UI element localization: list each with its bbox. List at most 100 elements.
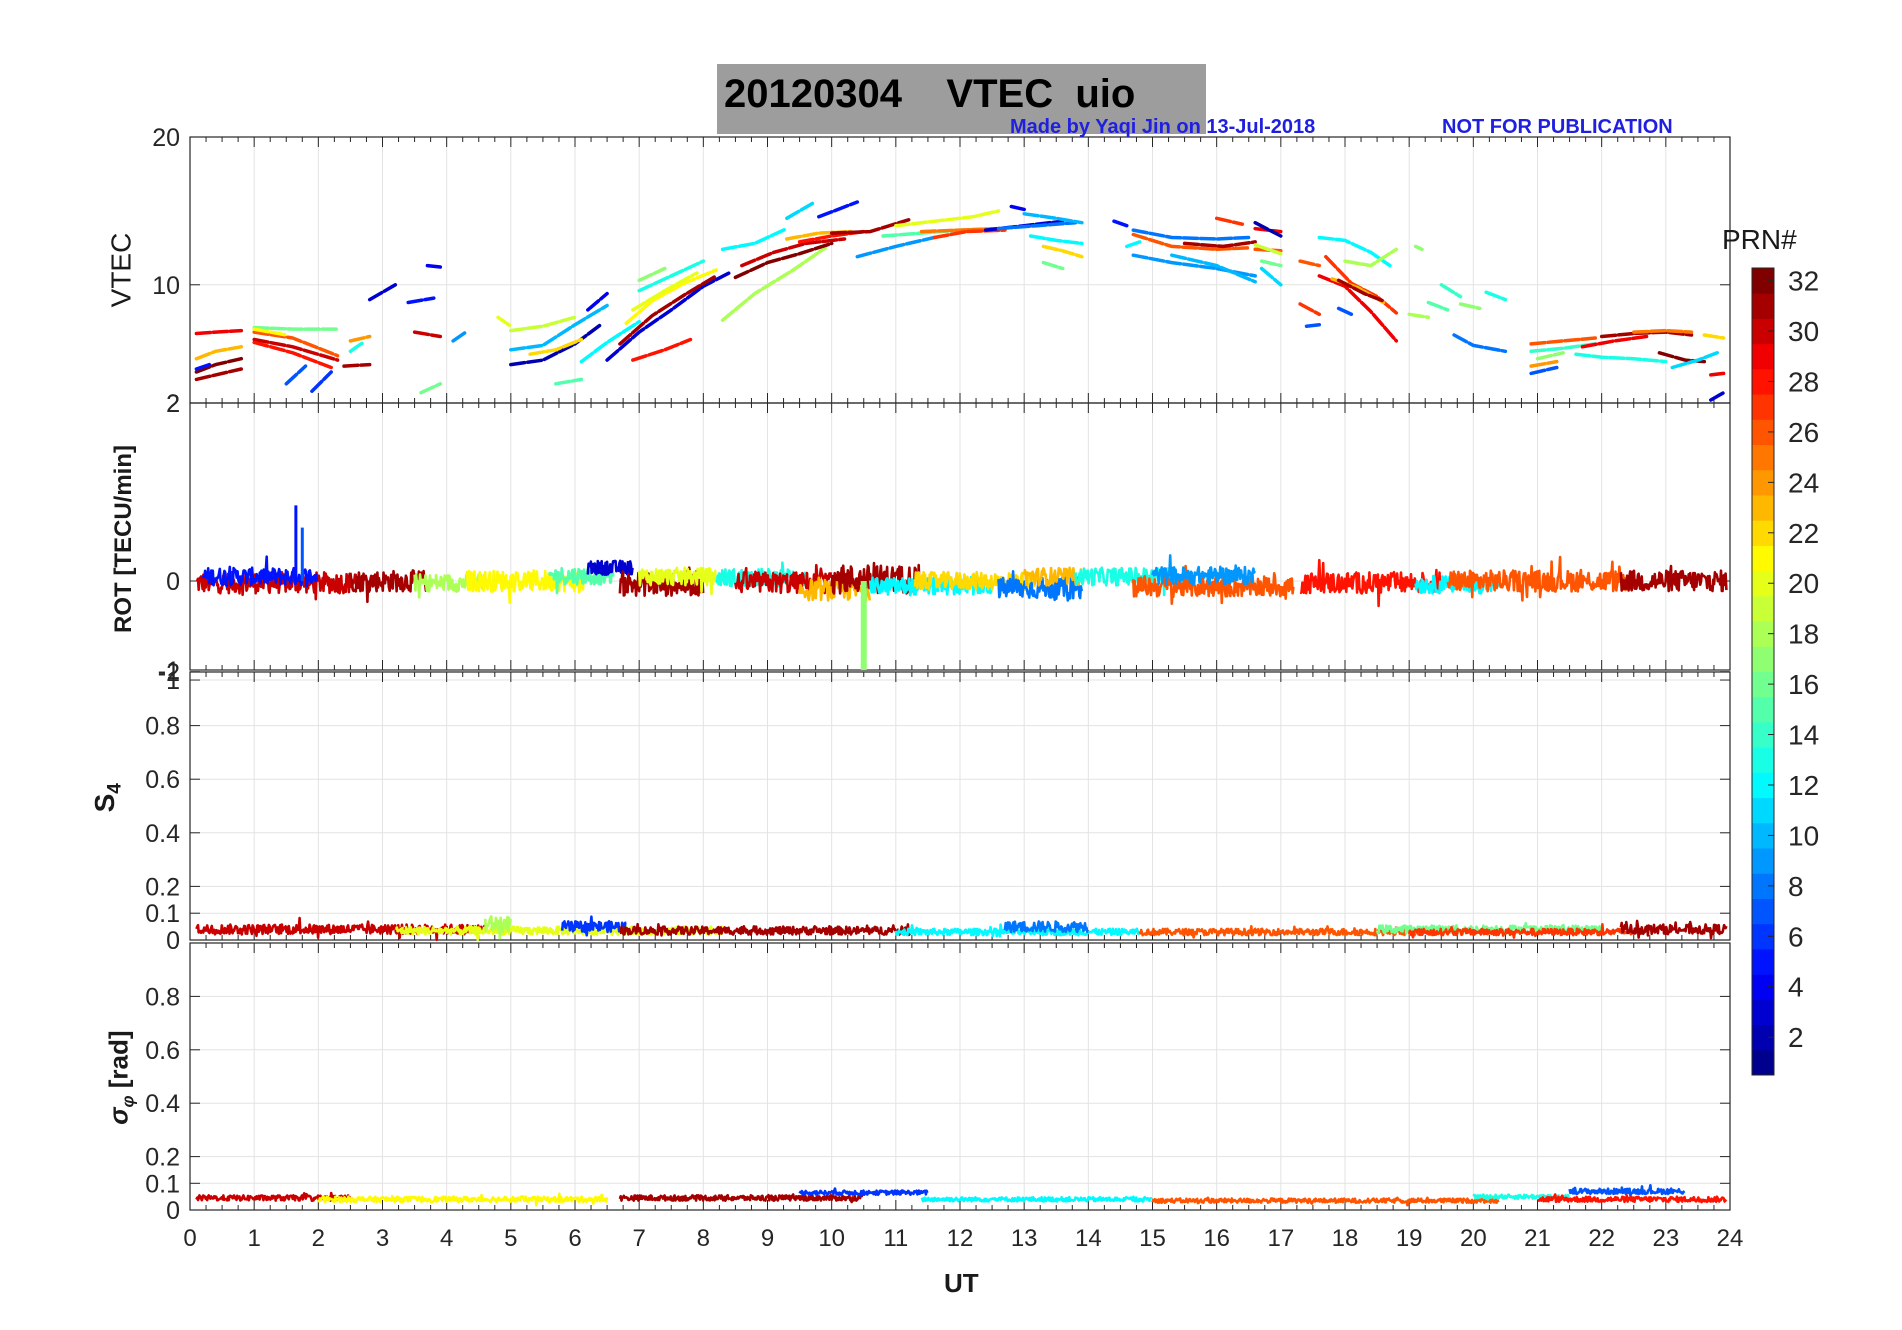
ut-tick-label: 15: [1139, 1225, 1166, 1252]
colorbar-tick-label: 22: [1788, 518, 1819, 549]
vtec-track-prn-14: [1439, 283, 1463, 299]
colorbar-tick-label: 32: [1788, 266, 1819, 297]
sigma-trace-prn-12: [920, 1195, 1153, 1203]
colorbar-tick-label: 28: [1788, 366, 1819, 397]
vtec-track-prn-26: [1298, 259, 1322, 268]
vtec-track-prn-8: [996, 220, 1078, 231]
colorbar-cell-prn-3: [1752, 999, 1774, 1026]
vtec-track-prn-20: [631, 271, 699, 312]
vtec-track-prn-5: [817, 200, 860, 219]
ut-tick-label: 17: [1267, 1225, 1294, 1252]
vtec-track-prn-29: [1317, 274, 1399, 343]
rot-panel: 2 0 -2-1: [158, 390, 1731, 687]
rot-trace-prn-9: [1151, 554, 1257, 586]
s4-ytick-label: 0.4: [145, 820, 180, 848]
vtec-track-prn-13: [1484, 290, 1508, 302]
colorbar-cell-prn-9: [1752, 848, 1774, 874]
s4-trace-prn-8: [1003, 920, 1089, 934]
rot-ylabel: ROT [TECU/min]: [109, 445, 137, 633]
ut-tick-label: 20: [1460, 1225, 1487, 1252]
vtec-track-prn-17: [1535, 351, 1565, 361]
ut-tick-label: 14: [1075, 1225, 1102, 1252]
colorbar-cell-prn-12: [1752, 772, 1774, 799]
s4-trace-prn-18: [483, 914, 512, 940]
ut-tick-label: 11: [883, 1225, 908, 1252]
ut-tick-label: 10: [818, 1225, 845, 1252]
rot-trace-prn-20: [637, 566, 717, 596]
colorbar-cell-prn-7: [1752, 898, 1774, 925]
vtec-track-prn-30: [740, 237, 847, 268]
vtec-track-prn-11: [1259, 266, 1283, 287]
colorbar-cell-prn-26: [1752, 419, 1774, 446]
ut-tick-label: 23: [1652, 1225, 1679, 1252]
vtec-track-prn-10: [1022, 212, 1084, 225]
vtec-ytick-label: 20: [152, 124, 180, 152]
vtec-track-prn-17: [1458, 302, 1482, 311]
vtec-track-prn-13: [1574, 352, 1668, 364]
s4-trace-prn-31: [619, 922, 916, 937]
vtec-track-prn-4: [1009, 204, 1026, 212]
vtec-track-prn-4: [586, 291, 609, 312]
vtec-track-prn-26: [252, 330, 340, 358]
colorbar-cell-prn-23: [1752, 494, 1774, 521]
s4-ytick-label: 0.6: [145, 766, 180, 794]
vtec-track-prn-9: [1131, 253, 1257, 278]
vtec-track-prn-29: [1580, 334, 1649, 349]
colorbar-cell-prn-30: [1752, 318, 1774, 345]
rot-trace-prn-26: [1446, 555, 1635, 602]
vtec-track-prn-30: [412, 330, 443, 339]
ut-tick-label: 7: [632, 1225, 645, 1252]
colorbar-cell-prn-15: [1752, 696, 1774, 723]
sigma-ytick-label: 0.1: [145, 1170, 180, 1198]
s4-trace-prn-6: [560, 915, 627, 937]
vtec-ytick-label: 10: [152, 272, 180, 300]
colorbar-cell-prn-5: [1752, 948, 1774, 975]
ut-tick-label: 4: [440, 1225, 453, 1252]
vtec-track-prn-16: [1259, 259, 1283, 268]
sigma-ytick-label: 0.4: [145, 1090, 180, 1118]
s4-ytick-label: 0: [166, 927, 180, 955]
vtec-track-prn-9: [855, 235, 937, 259]
vtec-track-prn-31: [342, 362, 372, 368]
colorbar-cell-prn-8: [1752, 873, 1774, 899]
colorbar-cell-prn-24: [1752, 469, 1774, 496]
vtec-track-prn-7: [284, 364, 308, 386]
colorbar-tick-label: 18: [1788, 619, 1819, 650]
ut-tick-label: 22: [1588, 1225, 1615, 1252]
vtec-track-prn-20: [894, 209, 1001, 228]
rot-frame: [189, 402, 1731, 671]
vtec-track-prn-31: [1336, 278, 1386, 303]
rot-trace-prn-30: [734, 563, 833, 595]
vtec-track-prn-31: [1182, 240, 1257, 249]
ut-tick-label: 3: [376, 1225, 389, 1252]
vtec-track-prn-16: [419, 382, 443, 395]
colorbar-cell-prn-21: [1752, 545, 1774, 572]
vtec-track-prn-5: [194, 362, 212, 371]
vtec-track-prn-3: [367, 283, 398, 302]
sigma-ytick-label: 0: [166, 1197, 180, 1225]
colorbar-tick-label: 14: [1788, 720, 1819, 751]
colorbar-cell-prn-32: [1752, 268, 1774, 294]
rot-trace-prn-3: [586, 559, 634, 577]
vtec-track-prn-22: [528, 337, 584, 356]
colorbar-tick-label: 16: [1788, 669, 1819, 700]
rot-trace-prn-8: [997, 569, 1083, 602]
ut-tick-label: 12: [947, 1225, 974, 1252]
colorbar-cell-prn-10: [1752, 822, 1774, 849]
colorbar-tick-label: 6: [1788, 921, 1804, 952]
colorbar-cell-prn-2: [1752, 1024, 1774, 1051]
vtec-track-prn-13: [348, 340, 366, 354]
vtec-track-prn-3: [605, 271, 731, 362]
colorbar-cell-prn-31: [1752, 293, 1774, 319]
vtec-track-prn-32: [733, 241, 834, 280]
rot-ytick-label: -2: [158, 659, 180, 687]
ut-tick-label: 1: [247, 1225, 260, 1252]
ut-tick-label: 6: [568, 1225, 581, 1252]
vtec-track-prn-19: [1253, 243, 1283, 256]
vtec-track-prn-21: [624, 268, 718, 325]
made-by-credit: Made by Yaqi Jin on 13-Jul-2018: [1010, 116, 1316, 138]
vtec-track-prn-28: [252, 340, 333, 370]
vtec-track-prn-27: [1298, 302, 1322, 317]
colorbar-cell-prn-20: [1752, 570, 1774, 597]
